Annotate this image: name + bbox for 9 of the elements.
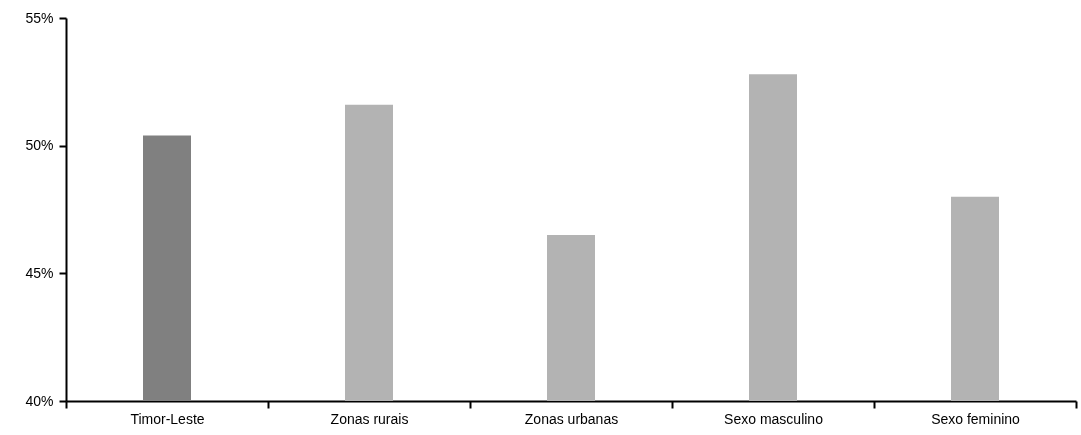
x-tick-label: Timor-Leste — [130, 410, 205, 427]
x-tick-label: Sexo feminino — [931, 410, 1021, 427]
y-tick-label: 40% — [25, 392, 54, 409]
y-tick-label: 50% — [25, 137, 54, 154]
y-tick-label: 55% — [25, 9, 54, 26]
x-tick-label: Zonas urbanas — [524, 410, 619, 427]
y-tick-label: 45% — [25, 264, 54, 281]
x-tick-label: Sexo masculino — [724, 410, 824, 427]
x-tick-label: Zonas rurais — [330, 410, 409, 427]
